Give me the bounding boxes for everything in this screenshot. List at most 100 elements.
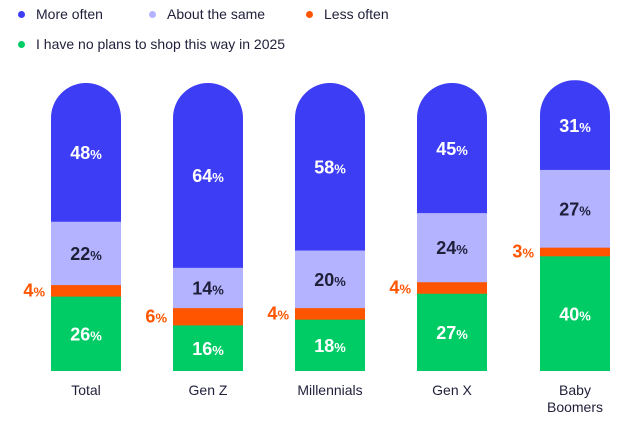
data-label-value: 45: [436, 139, 456, 159]
data-label: 3%: [512, 241, 534, 261]
data-label-value: 48: [70, 143, 90, 163]
bar-segment: [540, 255, 610, 372]
bar-stack: 40%3%27%31%: [512, 80, 610, 372]
data-label-value: 27: [436, 323, 456, 343]
data-label-value: 20: [314, 270, 334, 290]
data-label-unit: %: [90, 329, 102, 344]
data-label-value: 14: [192, 278, 212, 298]
data-label-unit: %: [456, 242, 468, 257]
bar-segments: [540, 80, 610, 372]
data-label: 31%: [559, 116, 591, 136]
legend-item-more-often: More often: [18, 6, 103, 22]
data-label: 4%: [389, 277, 411, 297]
bar-segment: [173, 307, 243, 326]
data-label: 16%: [192, 339, 224, 359]
bar-segment: [540, 169, 610, 248]
data-label-value: 26: [70, 325, 90, 345]
legend-label-about-the-same: About the same: [167, 6, 266, 22]
bar-stack: 26%4%22%48%: [23, 83, 121, 371]
bar-segment: [295, 319, 365, 371]
legend-swatch-no-plans: [18, 40, 25, 48]
data-label: 6%: [145, 306, 167, 326]
data-label: 27%: [559, 199, 591, 219]
data-label-value: 4: [23, 280, 33, 300]
data-label-unit: %: [33, 284, 45, 299]
data-label-value: 24: [436, 238, 456, 258]
data-label-unit: %: [334, 162, 346, 177]
bar-segments: [51, 83, 121, 371]
data-label: 40%: [559, 304, 591, 324]
bar-stack: 16%6%14%64%: [145, 83, 243, 371]
bar-segment: [51, 284, 121, 297]
category-label: Gen Z: [189, 382, 228, 398]
bar-segment: [51, 221, 121, 286]
bar-segment: [417, 293, 487, 371]
data-label-unit: %: [212, 282, 224, 297]
data-label-unit: %: [579, 120, 591, 135]
data-label-unit: %: [90, 248, 102, 263]
data-label-value: 40: [559, 304, 579, 324]
data-label-unit: %: [399, 281, 411, 296]
data-label-unit: %: [277, 307, 289, 322]
data-label-value: 27: [559, 199, 579, 219]
bar-segments: [295, 83, 365, 371]
data-label: 48%: [70, 143, 102, 163]
data-label: 20%: [314, 270, 346, 290]
bar-segment: [173, 83, 243, 268]
data-label-unit: %: [522, 245, 534, 260]
bar-segment: [51, 83, 121, 222]
data-label: 64%: [192, 166, 224, 186]
data-label: 58%: [314, 158, 346, 178]
category-label: Gen X: [432, 382, 472, 398]
bar-segment: [417, 212, 487, 283]
data-label-unit: %: [334, 340, 346, 355]
data-label: 26%: [70, 325, 102, 345]
bar-segment: [417, 281, 487, 294]
data-label-unit: %: [155, 310, 167, 325]
data-label-value: 16: [192, 339, 212, 359]
bar-segments: [173, 83, 243, 371]
data-label-value: 22: [70, 244, 90, 264]
data-label-unit: %: [90, 147, 102, 162]
data-label-value: 64: [192, 166, 212, 186]
bar-segment: [295, 83, 365, 251]
bar-stack: 18%4%20%58%: [267, 83, 365, 371]
data-label: 24%: [436, 238, 468, 258]
bar-segments: [417, 83, 487, 371]
data-label-unit: %: [579, 308, 591, 323]
data-label: 27%: [436, 323, 468, 343]
bar-segment: [417, 83, 487, 214]
bar-segment: [540, 80, 610, 170]
data-label-unit: %: [212, 170, 224, 185]
bar-segment: [173, 267, 243, 309]
legend-label-more-often: More often: [36, 6, 103, 22]
data-label-value: 58: [314, 158, 334, 178]
bar-stack: 27%4%24%45%: [389, 83, 487, 371]
legend: More often About the same Less often I h…: [0, 0, 643, 62]
legend-item-about-the-same: About the same: [149, 6, 265, 22]
bar-segment: [173, 324, 243, 371]
data-label-value: 6: [145, 306, 155, 326]
data-label-value: 4: [267, 303, 277, 323]
legend-label-less-often: Less often: [324, 6, 389, 22]
data-label-unit: %: [212, 343, 224, 358]
data-label: 14%: [192, 278, 224, 298]
data-label: 18%: [314, 336, 346, 356]
data-label-value: 3: [512, 241, 522, 261]
category-label: Millennials: [297, 382, 362, 398]
bar-segment: [295, 250, 365, 309]
data-label: 4%: [23, 280, 45, 300]
category-label: Boomers: [547, 399, 603, 415]
bar-segment: [540, 247, 610, 257]
data-label: 22%: [70, 244, 102, 264]
data-label-value: 31: [559, 116, 579, 136]
legend-label-no-plans: I have no plans to shop this way in 2025: [36, 36, 286, 52]
legend-swatch-less-often: [306, 10, 313, 18]
legend-swatch-about-the-same: [149, 10, 156, 18]
data-label-unit: %: [456, 143, 468, 158]
data-label-unit: %: [579, 203, 591, 218]
category-label: Baby: [559, 382, 591, 398]
bar-segment: [295, 307, 365, 320]
data-label-value: 4: [389, 277, 399, 297]
